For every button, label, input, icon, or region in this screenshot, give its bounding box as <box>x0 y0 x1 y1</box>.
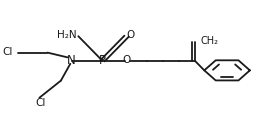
Text: Cl: Cl <box>3 47 13 57</box>
Text: N: N <box>67 54 76 67</box>
Text: O: O <box>122 55 130 65</box>
Text: Cl: Cl <box>36 98 46 108</box>
Text: CH₂: CH₂ <box>201 36 219 46</box>
Text: P: P <box>99 54 106 67</box>
Text: O: O <box>126 30 135 40</box>
Text: H₂N: H₂N <box>57 30 77 40</box>
